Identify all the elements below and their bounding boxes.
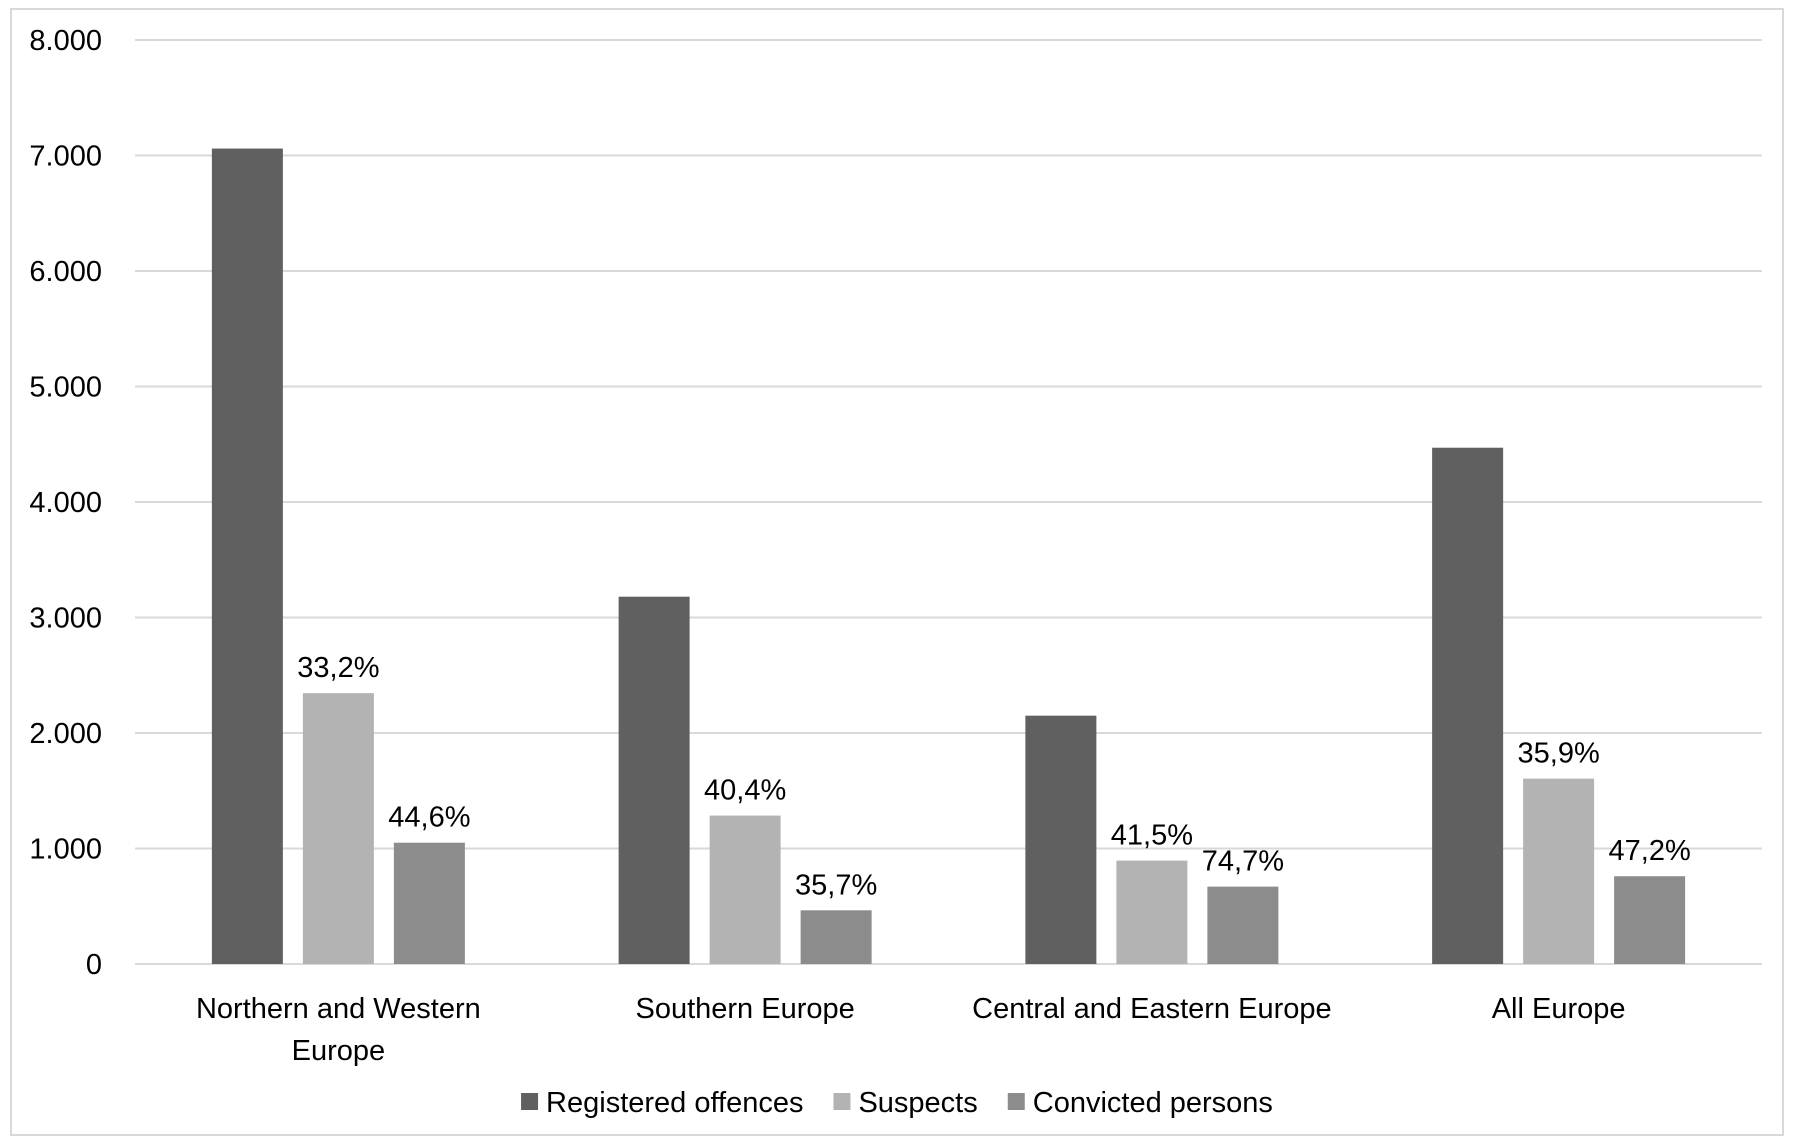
x-category-label: All Europe [1492, 993, 1626, 1025]
bars [211, 148, 1686, 965]
gridlines [135, 39, 1762, 965]
legend-swatch [833, 1093, 851, 1110]
y-tick-label: 0 [86, 949, 102, 981]
bar-convicted-persons [1614, 876, 1686, 964]
x-category-label: Northern and Western [196, 993, 481, 1025]
data-label: 47,2% [1609, 835, 1691, 867]
bar-convicted-persons [1207, 886, 1279, 964]
x-axis: Northern and Western Europe Southern Europ… [196, 993, 1626, 1067]
legend-swatch [1007, 1093, 1025, 1110]
legend-swatch [521, 1093, 539, 1110]
y-axis: 0 1.000 2.000 3.000 4.000 5.000 6.000 7.000 8.00… [29, 25, 102, 981]
data-label: 40,4% [704, 775, 786, 807]
legend: Registered offences Suspects Convicted per… [521, 1087, 1273, 1119]
bar-registered-offences [618, 596, 690, 964]
legend-label: Registered offences [546, 1087, 803, 1119]
y-tick-label: 5.000 [29, 372, 102, 404]
x-category-label: Central and Eastern Europe [972, 993, 1332, 1025]
x-category-label: Southern Europe [635, 993, 854, 1025]
y-tick-label: 3.000 [29, 603, 102, 635]
y-tick-label: 8.000 [29, 25, 102, 57]
bar-suspects [302, 693, 374, 964]
bar-registered-offences [1025, 715, 1097, 964]
data-label: 44,6% [388, 802, 470, 834]
bar-suspects [1523, 778, 1595, 964]
data-label: 33,2% [297, 652, 379, 684]
bar-registered-offences [1432, 447, 1504, 965]
legend-label: Convicted persons [1033, 1087, 1273, 1119]
bar-suspects [709, 815, 781, 964]
data-label: 35,9% [1518, 738, 1600, 770]
bar-suspects [1116, 860, 1188, 964]
x-category-label: Europe [292, 1035, 386, 1067]
data-label: 35,7% [795, 869, 877, 901]
bar-registered-offences [211, 148, 283, 964]
data-label: 41,5% [1111, 820, 1193, 852]
y-tick-label: 2.000 [29, 718, 102, 750]
bar-convicted-persons [800, 910, 872, 964]
data-labels: 33,2% 44,6% 40,4% 35,7% 41,5% 74,7% 35,9% 47,2% [297, 652, 1690, 901]
legend-label: Suspects [858, 1087, 977, 1119]
y-tick-label: 7.000 [29, 141, 102, 173]
y-tick-label: 6.000 [29, 256, 102, 288]
data-label: 74,7% [1202, 846, 1284, 878]
bar-convicted-persons [393, 842, 465, 964]
y-tick-label: 1.000 [29, 834, 102, 866]
y-tick-label: 4.000 [29, 487, 102, 519]
